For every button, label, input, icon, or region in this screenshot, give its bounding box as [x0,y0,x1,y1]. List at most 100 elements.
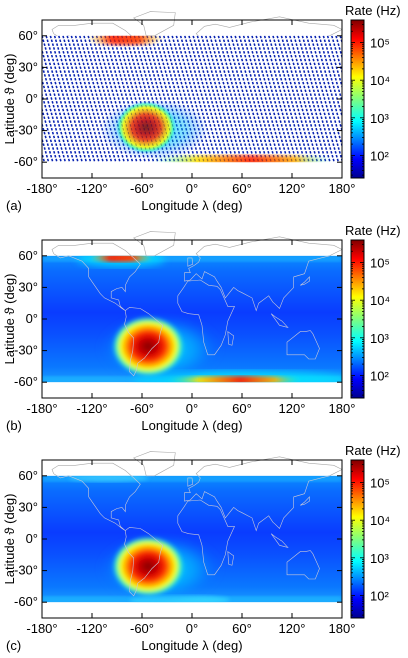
colorbar-label: Rate (Hz) [345,3,401,18]
y-axis-label: Latitude ϑ (deg) [2,274,17,365]
orbit-track [42,136,50,163]
colorbar-tick-label: 10⁵ [370,476,390,491]
orbit-track [226,35,264,163]
x-tick-label: 60° [232,621,252,636]
orbit-track [268,35,306,163]
orbit-track [184,35,222,163]
panel-label: (b) [6,418,22,433]
orbit-track [196,35,235,163]
y-tick-label: -60° [14,594,38,609]
orbit-track [378,36,408,162]
orbit-track [45,35,83,163]
orbit-track [280,35,319,163]
orbit-track [238,35,277,163]
orbit-track [42,77,67,163]
orbit-track [200,35,239,163]
orbit-track [205,35,243,163]
x-tick-label: 180° [329,181,356,196]
y-tick-label: 30° [18,279,38,294]
y-tick-label: 0° [26,91,38,106]
coastline [133,11,176,37]
orbit-track [314,35,342,134]
colorbar-tick-label: 10⁴ [370,513,390,528]
orbit-track [374,36,408,162]
x-tick-label: 120° [279,621,306,636]
x-tick-label: -120° [76,621,107,636]
y-tick-label: 0° [26,311,38,326]
orbit-track [259,35,298,163]
orbit-track [242,35,281,163]
orbit-track [272,35,310,163]
orbit-track [217,35,256,163]
orbit-track [297,35,335,163]
x-tick-label: -180° [26,181,57,196]
orbit-track [42,47,75,163]
y-tick-label: 60° [18,248,38,263]
orbit-track [192,35,230,163]
orbit-track [66,35,104,163]
x-tick-label: 180° [329,621,356,636]
orbit-track [301,35,340,163]
x-axis-label: Longitude λ (deg) [141,638,242,653]
x-tick-label: -60° [130,621,154,636]
colorbar [350,459,365,619]
x-tick-label: 0° [186,401,198,416]
y-tick-label: 60° [18,28,38,43]
colorbar-label: Rate (Hz) [345,443,401,458]
colorbar-label: Rate (Hz) [345,223,401,238]
orbit-track [326,35,342,90]
y-tick-label: 30° [18,499,38,514]
colorbar-tick-label: 10³ [370,551,389,566]
orbit-track [386,36,408,162]
y-tick-label: 0° [26,531,38,546]
orbit-track [263,35,302,163]
orbit-track [370,36,406,162]
orbit-track [188,35,226,163]
x-tick-label: -120° [76,401,107,416]
coastline [133,231,176,257]
colorbar-tick-label: 10² [370,368,389,383]
panel-label: (a) [6,198,22,213]
x-tick-label: 0° [186,181,198,196]
heatmap-data [42,255,342,383]
x-axis-label: Longitude λ (deg) [141,198,242,213]
orbit-track [399,36,408,162]
orbit-track [213,35,251,163]
y-tick-label: -60° [14,374,38,389]
y-tick-label: -60° [14,154,38,169]
colorbar [350,19,365,179]
orbit-track [49,35,88,163]
y-tick-label: -30° [14,123,38,138]
orbit-track [58,35,96,163]
heatmap-data [42,475,342,603]
orbit-track [42,121,54,163]
orbit-track [391,36,408,162]
x-tick-label: 60° [232,181,252,196]
x-tick-label: 120° [279,401,306,416]
orbit-track [42,62,71,163]
y-axis-label: Latitude ϑ (deg) [2,54,17,145]
orbit-track [276,35,314,163]
orbit-track [361,36,397,162]
x-tick-label: -180° [26,621,57,636]
x-tick-label: 0° [186,621,198,636]
orbit-track [365,36,401,162]
orbit-track [42,106,58,163]
coastlines-overlay [56,255,331,377]
colorbar-tick-label: 10⁵ [370,256,390,271]
chart-panel-c: -180° -120° -60° 0° 60° 120° 180° Longitude λ (… [2,443,401,653]
y-tick-label: 60° [18,468,38,483]
orbit-track [42,35,79,163]
orbit-track [310,35,342,149]
chart-panel-b: -180° -120° -60° 0° 60° 120° 180° Longitude λ (… [2,223,401,433]
orbit-track [293,35,331,163]
colorbar-tick-label: 10³ [370,331,389,346]
y-tick-label: 30° [18,59,38,74]
y-axis-label: Latitude ϑ (deg) [2,494,17,585]
orbit-track [179,35,218,163]
orbit-track [209,35,247,163]
x-tick-label: -120° [76,181,107,196]
orbit-track [305,35,342,163]
orbit-track [403,36,408,162]
